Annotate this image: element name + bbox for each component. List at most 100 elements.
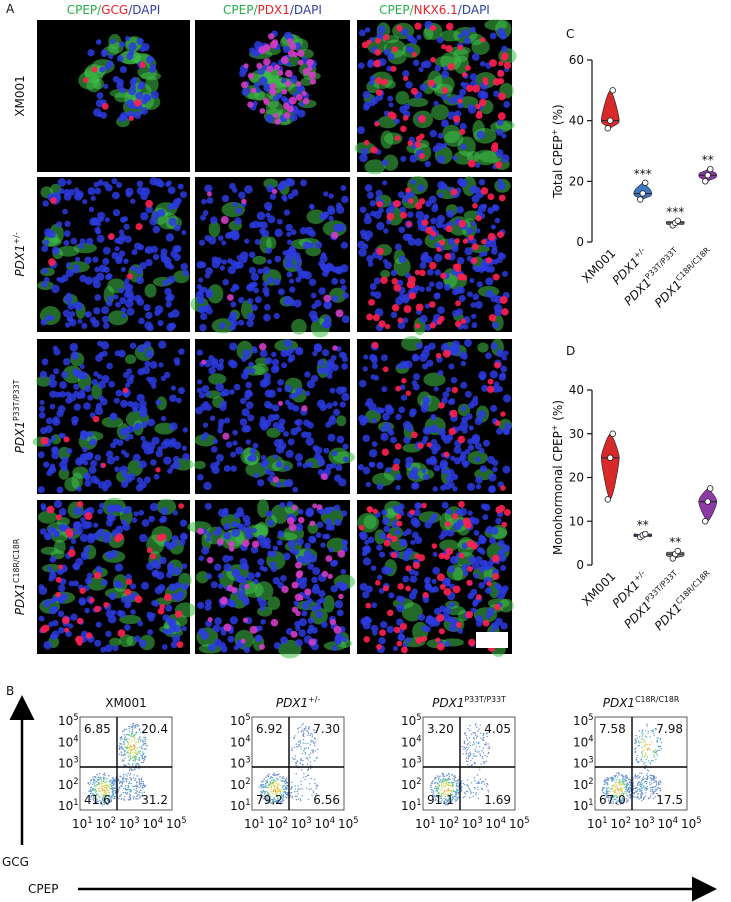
nucleus <box>480 549 486 555</box>
nucleus <box>77 242 84 250</box>
marker-nucleus <box>426 442 432 448</box>
nucleus <box>380 354 388 362</box>
marker-nucleus <box>241 198 247 205</box>
event <box>119 742 121 744</box>
event <box>97 778 99 781</box>
marker-nucleus <box>472 202 478 209</box>
event <box>98 779 100 782</box>
nucleus <box>73 371 79 377</box>
nucleus <box>58 432 65 438</box>
marker-nucleus <box>462 238 469 244</box>
marker-nucleus <box>429 261 437 270</box>
nucleus <box>474 556 483 564</box>
tick-base: 10 <box>143 817 158 831</box>
event <box>90 786 93 789</box>
event <box>466 743 469 746</box>
nucleus <box>205 267 213 276</box>
event <box>144 736 147 739</box>
event <box>136 790 139 792</box>
marker-nucleus <box>289 42 297 50</box>
event <box>444 778 447 781</box>
header-part: CPEP/ <box>67 3 102 17</box>
event <box>474 762 477 764</box>
event <box>317 748 319 751</box>
text-base: PDX1 <box>432 696 464 710</box>
marker-nucleus <box>458 219 467 228</box>
cpep-cell <box>364 159 386 175</box>
event <box>307 728 310 731</box>
nucleus <box>41 281 48 288</box>
event <box>112 782 114 784</box>
nucleus <box>491 244 498 251</box>
event <box>439 779 442 781</box>
nucleus <box>59 381 67 389</box>
marker-nucleus <box>298 516 305 524</box>
nucleus <box>467 291 473 298</box>
marker-nucleus <box>107 233 115 240</box>
event <box>463 742 466 745</box>
nucleus <box>328 416 337 426</box>
nucleus <box>412 383 420 391</box>
nucleus <box>263 313 271 322</box>
tick-base: 10 <box>230 714 245 728</box>
event <box>138 728 141 731</box>
tick-sup: 4 <box>330 815 335 825</box>
nucleus <box>333 504 341 512</box>
nucleus <box>61 465 68 472</box>
event <box>465 757 468 759</box>
nucleus <box>457 628 464 634</box>
marker-nucleus <box>452 513 459 520</box>
event <box>128 763 131 766</box>
nucleus <box>83 545 91 553</box>
marker-nucleus <box>79 587 86 595</box>
nucleus <box>282 250 288 256</box>
nucleus <box>239 588 246 595</box>
event <box>299 762 302 765</box>
event <box>266 786 268 788</box>
event <box>141 758 144 760</box>
marker-nucleus <box>483 80 489 86</box>
nucleus <box>56 486 64 494</box>
nucleus <box>285 223 293 232</box>
nucleus <box>500 622 508 630</box>
marker-nucleus <box>308 71 317 80</box>
nucleus <box>410 179 416 185</box>
event <box>307 768 310 770</box>
nucleus <box>223 531 232 540</box>
event <box>105 786 107 789</box>
marker-nucleus <box>487 378 494 385</box>
nucleus <box>59 390 66 398</box>
event <box>629 786 631 789</box>
event <box>290 787 292 790</box>
marker-nucleus <box>269 87 277 96</box>
marker-nucleus <box>405 187 411 193</box>
marker-nucleus <box>296 81 302 87</box>
nucleus <box>456 257 465 265</box>
nucleus <box>220 629 227 636</box>
nucleus <box>52 619 59 627</box>
event <box>109 801 111 803</box>
nucleus <box>273 312 280 319</box>
nucleus <box>316 521 324 528</box>
cpep-cell <box>401 602 423 622</box>
marker-nucleus <box>443 587 452 596</box>
event <box>445 782 448 784</box>
nucleus <box>225 232 232 239</box>
event <box>136 763 138 765</box>
marker-nucleus <box>84 512 93 521</box>
event <box>299 742 302 744</box>
flow-y-tick: 104 <box>401 733 422 749</box>
nucleus <box>225 441 233 448</box>
nucleus <box>162 614 170 622</box>
event <box>302 759 304 762</box>
nucleus <box>181 582 189 591</box>
nucleus <box>273 454 279 460</box>
nucleus <box>116 439 124 446</box>
marker-nucleus <box>475 594 482 600</box>
nucleus <box>410 539 416 546</box>
event <box>101 798 104 801</box>
marker-nucleus <box>125 578 133 585</box>
nucleus <box>410 517 419 526</box>
nucleus <box>212 438 219 445</box>
marker-nucleus <box>55 514 62 521</box>
